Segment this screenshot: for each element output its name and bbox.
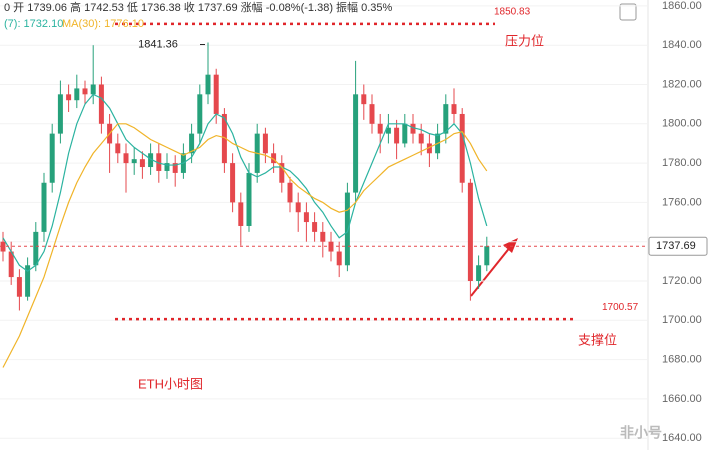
candle-body (164, 163, 170, 171)
peak-label: 1841.36 (138, 38, 178, 50)
level-value: 1850.83 (494, 7, 531, 18)
ma-line (2, 123, 488, 368)
price-tag (648, 236, 708, 256)
candle-body (312, 222, 318, 232)
candle-body (156, 153, 162, 171)
y-tick-label: 1780.00 (662, 157, 702, 169)
header-ohlc: 0 开 1739.06 高 1742.53 低 1736.38 收 1737.6… (4, 0, 393, 14)
price-tag-label: 1737.69 (656, 240, 696, 252)
candle-body (82, 88, 88, 95)
candle-body (467, 182, 473, 282)
y-tick-label: 1640.00 (662, 432, 702, 444)
candle-body (16, 277, 22, 297)
trend-arrow (470, 245, 512, 297)
y-tick-label: 1820.00 (662, 78, 702, 90)
candle-body (33, 231, 39, 266)
candle-body (402, 123, 408, 144)
candle-body (205, 74, 211, 95)
candle-body (148, 153, 154, 168)
candle-body (303, 212, 309, 223)
candle-body (238, 202, 244, 226)
level-label: 压力位 (505, 33, 544, 48)
caption: ETH小时图 (138, 376, 203, 391)
candle-body (369, 104, 375, 124)
header-ma7: (7): 1732.10 (4, 18, 63, 30)
candle-body (418, 133, 424, 144)
candle-body (98, 84, 104, 124)
plot: 1860.00 1840.00 1820.00 1800.00 1780.00 1760.… (0, 0, 708, 444)
candle-body (443, 104, 449, 134)
candle-body (344, 192, 350, 266)
candle-body (385, 127, 391, 134)
candle-body (271, 153, 277, 164)
candle-body (394, 127, 400, 144)
candle-body (213, 74, 219, 114)
candle-body (115, 143, 121, 154)
candle-body (230, 163, 236, 203)
candle-body (476, 265, 482, 282)
candle-body (246, 172, 252, 226)
level-label: 支撑位 (578, 333, 617, 348)
candle-body (172, 163, 178, 173)
candle-body (25, 265, 31, 297)
candle-body (361, 94, 367, 105)
level-value: 1700.57 (602, 302, 639, 313)
candle-body (49, 133, 55, 183)
candle-body (8, 251, 14, 278)
y-tick-label: 1660.00 (662, 393, 702, 405)
candle-body (262, 133, 268, 154)
candle-body (484, 246, 490, 266)
candle-body (336, 251, 342, 266)
y-tick-label: 1760.00 (662, 196, 702, 208)
candle-body (139, 159, 145, 168)
candle-body (221, 113, 227, 164)
candle-body (123, 153, 129, 164)
y-tick-label: 1860.00 (662, 0, 702, 12)
candle-body (66, 94, 72, 101)
candle-body (41, 182, 47, 232)
candle-body (287, 182, 293, 203)
candle-body (353, 94, 359, 193)
candle-body (426, 143, 432, 154)
candle-body (451, 104, 457, 114)
header-ma30: MA(30): 1776.10 (62, 18, 144, 30)
y-tick-label: 1700.00 (662, 314, 702, 326)
candle-body (74, 88, 80, 101)
candle-body (459, 113, 465, 183)
y-tick-label: 1680.00 (662, 354, 702, 366)
candle-body (295, 202, 301, 213)
candle-body (320, 231, 326, 242)
candle-body (131, 159, 137, 164)
candle-body (377, 123, 383, 134)
candle-body (197, 94, 203, 134)
y-tick-label: 1800.00 (662, 118, 702, 130)
settings-icon[interactable] (619, 3, 637, 21)
candle-body (57, 94, 63, 134)
y-tick-label: 1840.00 (662, 39, 702, 51)
candle-body (189, 133, 195, 154)
ma-line (2, 93, 488, 272)
watermark: 非小号 (620, 425, 662, 441)
y-tick-label: 1720.00 (662, 275, 702, 287)
candle-body (279, 163, 285, 183)
candle-body (410, 123, 416, 134)
candle-body (90, 84, 96, 95)
